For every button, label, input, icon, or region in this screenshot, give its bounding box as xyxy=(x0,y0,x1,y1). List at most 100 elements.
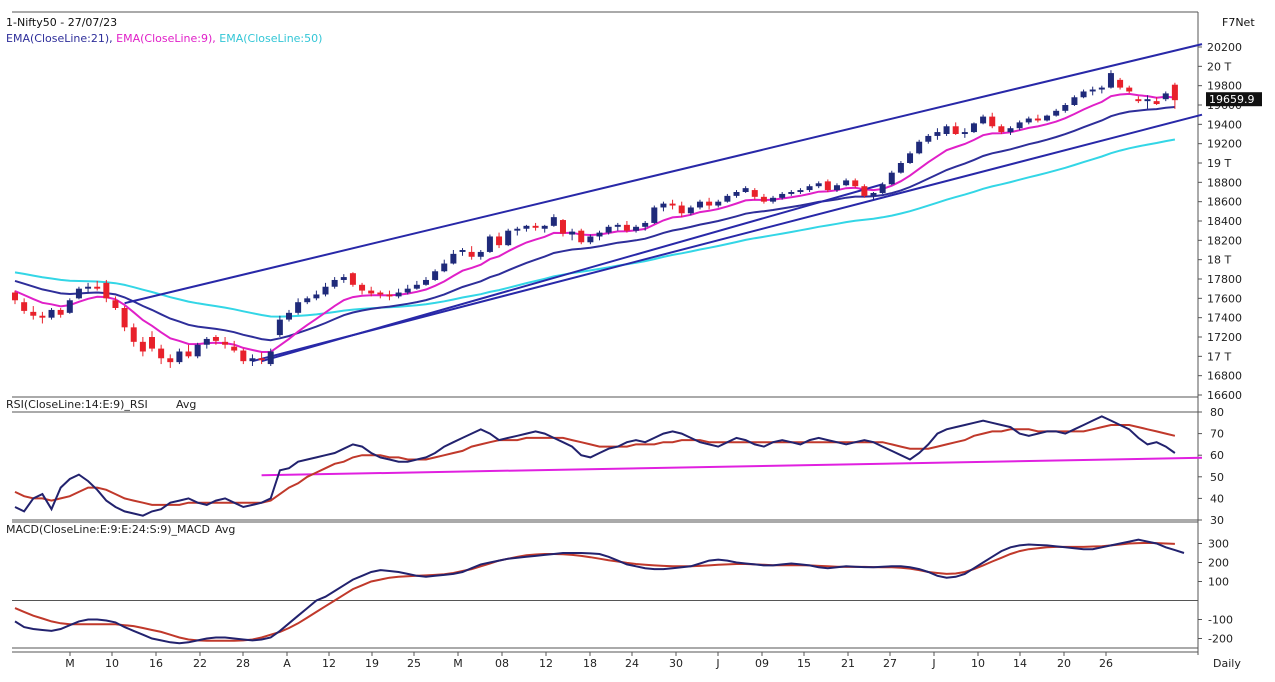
price-tick-label: 16600 xyxy=(1207,389,1242,402)
candle xyxy=(852,178,859,189)
candle xyxy=(21,298,28,314)
candle xyxy=(669,199,676,210)
candle xyxy=(231,340,238,353)
candle xyxy=(167,354,174,368)
candle-body xyxy=(596,232,603,237)
candle-body xyxy=(167,358,174,363)
candle xyxy=(897,161,904,174)
candle xyxy=(121,306,128,332)
candle xyxy=(1062,103,1069,113)
candle-body xyxy=(432,271,439,280)
candle xyxy=(450,250,457,265)
candle-body xyxy=(486,236,493,252)
candle xyxy=(980,114,987,125)
candle-body xyxy=(477,251,484,257)
last-price-flag xyxy=(1206,92,1262,107)
macd-avg-line xyxy=(14,541,1175,642)
rsi-tick-label: 70 xyxy=(1210,428,1224,441)
candle-body xyxy=(30,311,37,316)
price-tick-label: 17 T xyxy=(1207,350,1231,363)
candle-body xyxy=(559,220,566,234)
candle xyxy=(797,188,804,194)
candle xyxy=(139,337,146,357)
x-tick-label: 16 xyxy=(149,657,163,670)
vendor-label: F7Net xyxy=(1222,16,1255,29)
price-tick-label: 18600 xyxy=(1207,196,1242,209)
candle xyxy=(970,122,977,134)
candle xyxy=(806,184,813,192)
candle-body xyxy=(139,341,146,352)
candle xyxy=(788,190,795,196)
candle xyxy=(1153,97,1160,105)
candle-body xyxy=(861,186,868,196)
candle-body xyxy=(240,350,247,362)
candle xyxy=(870,192,877,200)
candle xyxy=(1135,96,1142,104)
x-tick-label: 30 xyxy=(669,657,683,670)
candle-body xyxy=(760,196,767,202)
candle xyxy=(1016,120,1023,131)
candle xyxy=(75,286,82,300)
candle xyxy=(1071,95,1078,106)
candle xyxy=(989,112,996,129)
candle-body xyxy=(468,251,475,257)
candle-body xyxy=(1144,99,1151,102)
candle-body xyxy=(1153,101,1160,105)
ema21-line xyxy=(14,106,1175,342)
ema21-legend: EMA(CloseLine:21), xyxy=(6,32,113,45)
ema50-line xyxy=(14,138,1176,318)
candle xyxy=(824,179,831,192)
candle-body xyxy=(696,201,703,208)
candle-body xyxy=(550,217,557,226)
candle-body xyxy=(404,288,411,293)
candle xyxy=(696,199,703,210)
candle xyxy=(833,183,840,192)
candle-body xyxy=(623,224,630,231)
candle xyxy=(1025,116,1032,125)
candle-body xyxy=(377,292,384,295)
x-tick-label: 12 xyxy=(539,657,553,670)
price-tick-label: 20 T xyxy=(1207,60,1231,73)
candle xyxy=(1162,91,1169,102)
x-axis: M 10 16 22 28 A 12 19 25 M 08 12 18 24 30 J 09 15 21 27 J 10 1… xyxy=(12,651,1198,670)
price-tick-label: 19800 xyxy=(1207,80,1242,93)
candle xyxy=(1126,85,1133,94)
candle-body xyxy=(715,201,722,206)
x-tick-label: 25 xyxy=(407,657,421,670)
candle xyxy=(148,331,155,352)
price-tick-label: 20200 xyxy=(1207,41,1242,54)
candle xyxy=(751,188,758,200)
x-tick-label: J xyxy=(715,657,719,670)
candle-body xyxy=(1171,84,1178,101)
candle-body xyxy=(57,309,64,315)
ema-legend: EMA(CloseLine:21), EMA(CloseLine:9), EMA… xyxy=(6,32,322,45)
rsi-trendline xyxy=(261,456,1203,477)
period-label: Daily xyxy=(1213,657,1241,670)
candle-body xyxy=(1098,87,1105,90)
candle xyxy=(285,309,292,322)
candle-body xyxy=(340,277,347,280)
x-tick-label: J xyxy=(931,657,935,670)
candle-body xyxy=(852,180,859,187)
candle xyxy=(176,348,183,365)
candle xyxy=(340,274,347,283)
candle xyxy=(587,234,594,245)
candle xyxy=(925,134,932,144)
candle xyxy=(907,151,914,164)
rsi-tick-label: 60 xyxy=(1210,449,1224,462)
x-tick-label: 19 xyxy=(365,657,379,670)
candle-body xyxy=(75,288,82,299)
candle-body xyxy=(897,163,904,173)
candle xyxy=(30,306,37,320)
x-tick-label: 21 xyxy=(841,657,855,670)
candle xyxy=(934,128,941,140)
x-tick-label: 28 xyxy=(236,657,250,670)
x-tick-label: 20 xyxy=(1057,657,1071,670)
rsi-tick-label: 50 xyxy=(1210,471,1224,484)
candle-body xyxy=(1016,122,1023,129)
candle-body xyxy=(1034,118,1041,121)
candle-body xyxy=(158,348,165,359)
candle-body xyxy=(1135,99,1142,102)
candle-body xyxy=(952,126,959,134)
candle-body xyxy=(48,309,55,318)
